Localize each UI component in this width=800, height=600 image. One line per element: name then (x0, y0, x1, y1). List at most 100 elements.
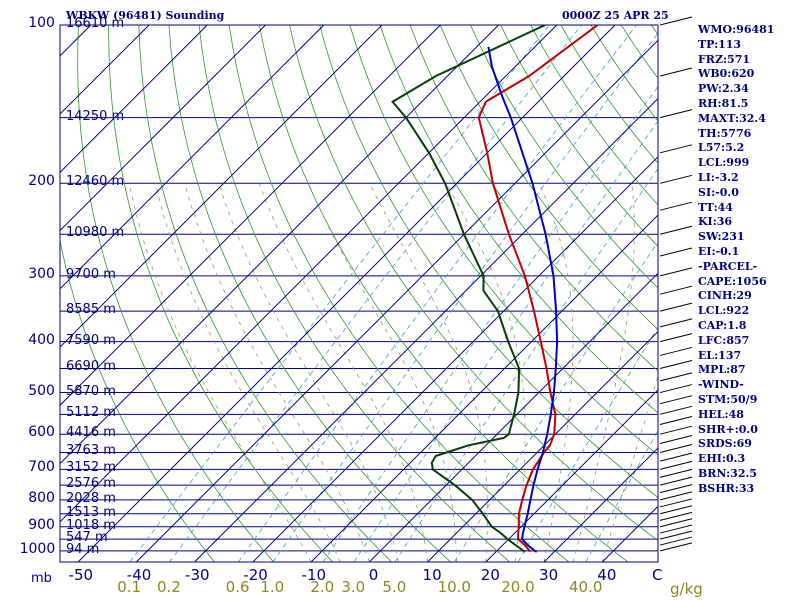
index-item: BSHR:33 (698, 481, 755, 495)
wind-barb (659, 435, 693, 445)
mixing-ratio-tick-label: 10.0 (437, 578, 471, 596)
isotherm-line (60, 25, 499, 465)
height-label: 2028 m (66, 490, 116, 506)
wind-barb (659, 144, 693, 154)
index-item: SHR+:0.0 (698, 422, 758, 436)
index-item: STM:50/9 (698, 392, 758, 406)
height-label: 3152 m (66, 460, 116, 476)
index-item: CAP:1.8 (698, 318, 747, 332)
moist-adiabat (538, 183, 574, 562)
pressure-unit-label: mb (31, 571, 52, 586)
isotherm-line (77, 25, 616, 562)
index-item: WB0:620 (698, 67, 755, 81)
wind-barb (659, 67, 693, 77)
index-item: PW:2.34 (698, 82, 749, 96)
height-label: 10980 m (66, 225, 125, 241)
index-item: RH:81.5 (698, 96, 749, 110)
pressure-tick-label: 800 (28, 489, 55, 506)
mixing-ratio-line (169, 25, 582, 562)
wind-barb (659, 498, 693, 508)
pressure-tick-label: 600 (28, 424, 55, 441)
index-item: TP:113 (698, 37, 742, 51)
wind-barb (659, 247, 693, 257)
wind-barb (659, 542, 693, 552)
isotherm-line (310, 214, 658, 562)
wind-barb (659, 530, 693, 540)
indices-panel: WMO:96481 TP:113 FRZ:571 WB0:620 PW:2.34 RH:8… (698, 23, 774, 497)
wind-barb (659, 360, 693, 369)
mixing-ratio-line (129, 25, 550, 562)
wind-barb (659, 225, 693, 235)
pressure-tick-label: 1000 (19, 540, 56, 557)
height-label: 7590 m (66, 332, 116, 348)
plot-frame (59, 24, 659, 563)
moist-adiabat (308, 183, 458, 562)
mixing-ratio-line (394, 167, 658, 562)
isotherm-line (194, 97, 658, 562)
wind-barb (659, 484, 693, 494)
dry-adiabat (349, 25, 658, 456)
height-label: 1018 m (66, 517, 116, 533)
index-item: TH:5776 (698, 126, 752, 140)
temperature-tick-label: -30 (185, 566, 210, 584)
index-item: WMO:96481 (698, 23, 775, 36)
isotherm-line (60, 25, 558, 523)
moist-adiabat (446, 183, 526, 562)
pressure-tick-label: 200 (28, 173, 55, 190)
height-label: 12460 m (66, 174, 125, 190)
height-label: 9700 m (66, 266, 116, 282)
index-item: BRN:32.5 (698, 466, 757, 480)
dry-adiabat (198, 25, 511, 562)
pressure-tick-label: 700 (28, 459, 55, 476)
index-item: CINH:29 (698, 289, 752, 303)
index-item: SRDS:69 (698, 437, 752, 451)
isotherm-line (60, 25, 208, 174)
moist-adiabat (128, 183, 312, 562)
wind-barb (659, 267, 693, 277)
index-item: FRZ:571 (698, 52, 751, 66)
isotherm-line (60, 25, 441, 407)
wind-barb (659, 372, 693, 382)
wind-barb (659, 460, 693, 470)
mixing-ratio-tick-label: 0.2 (156, 578, 181, 596)
moist-adiabat (218, 183, 399, 562)
dewpoint-trace (391, 25, 546, 553)
wind-barb (659, 333, 693, 343)
wind-barb (659, 518, 693, 528)
index-item: -WIND- (698, 378, 744, 392)
height-label: 3763 m (66, 443, 116, 459)
moist-adiabat (369, 183, 488, 562)
dry-adiabat (77, 25, 274, 562)
index-item: LFC:857 (698, 333, 750, 347)
temperature-tick-label: 20 (480, 566, 500, 584)
wind-barb (659, 443, 693, 453)
pressure-tick-label: 300 (28, 265, 55, 282)
index-item: MPL:87 (698, 363, 746, 377)
height-label: 94 m (66, 541, 100, 557)
station-title: WBKW (96481) Sounding (66, 9, 225, 22)
height-label: 6690 m (66, 359, 116, 375)
moist-adiabat (572, 183, 635, 562)
mixing-ratio-tick-label: 20.0 (501, 578, 535, 596)
dry-adiabat (439, 25, 658, 330)
wind-barb (659, 415, 693, 425)
height-label: 14250 m (66, 108, 125, 124)
wind-barb (659, 285, 693, 295)
mixing-ratio-tick-label: 5.0 (382, 578, 407, 596)
wind-barbs (659, 16, 693, 552)
index-item: EHI:0.3 (698, 452, 746, 466)
pressure-tick-label: 100 (28, 15, 55, 31)
dry-adiabat (409, 25, 658, 372)
temperature-tick-label: 0 (368, 566, 379, 584)
height-label: 2576 m (66, 476, 116, 492)
mixing-ratio-tick-label: 1.0 (260, 578, 285, 596)
mixing-ratio-tick-label: 0.1 (117, 578, 142, 596)
wind-barb (659, 468, 693, 478)
height-label: 1513 m (66, 504, 116, 520)
isotherm-line (60, 25, 325, 290)
parcel-trace (487, 46, 559, 553)
isotherm-line (252, 156, 658, 562)
dry-adiabat (470, 25, 658, 289)
mixing-ratio-tick-label: 2.0 (310, 578, 335, 596)
index-item: EL:137 (698, 348, 742, 362)
